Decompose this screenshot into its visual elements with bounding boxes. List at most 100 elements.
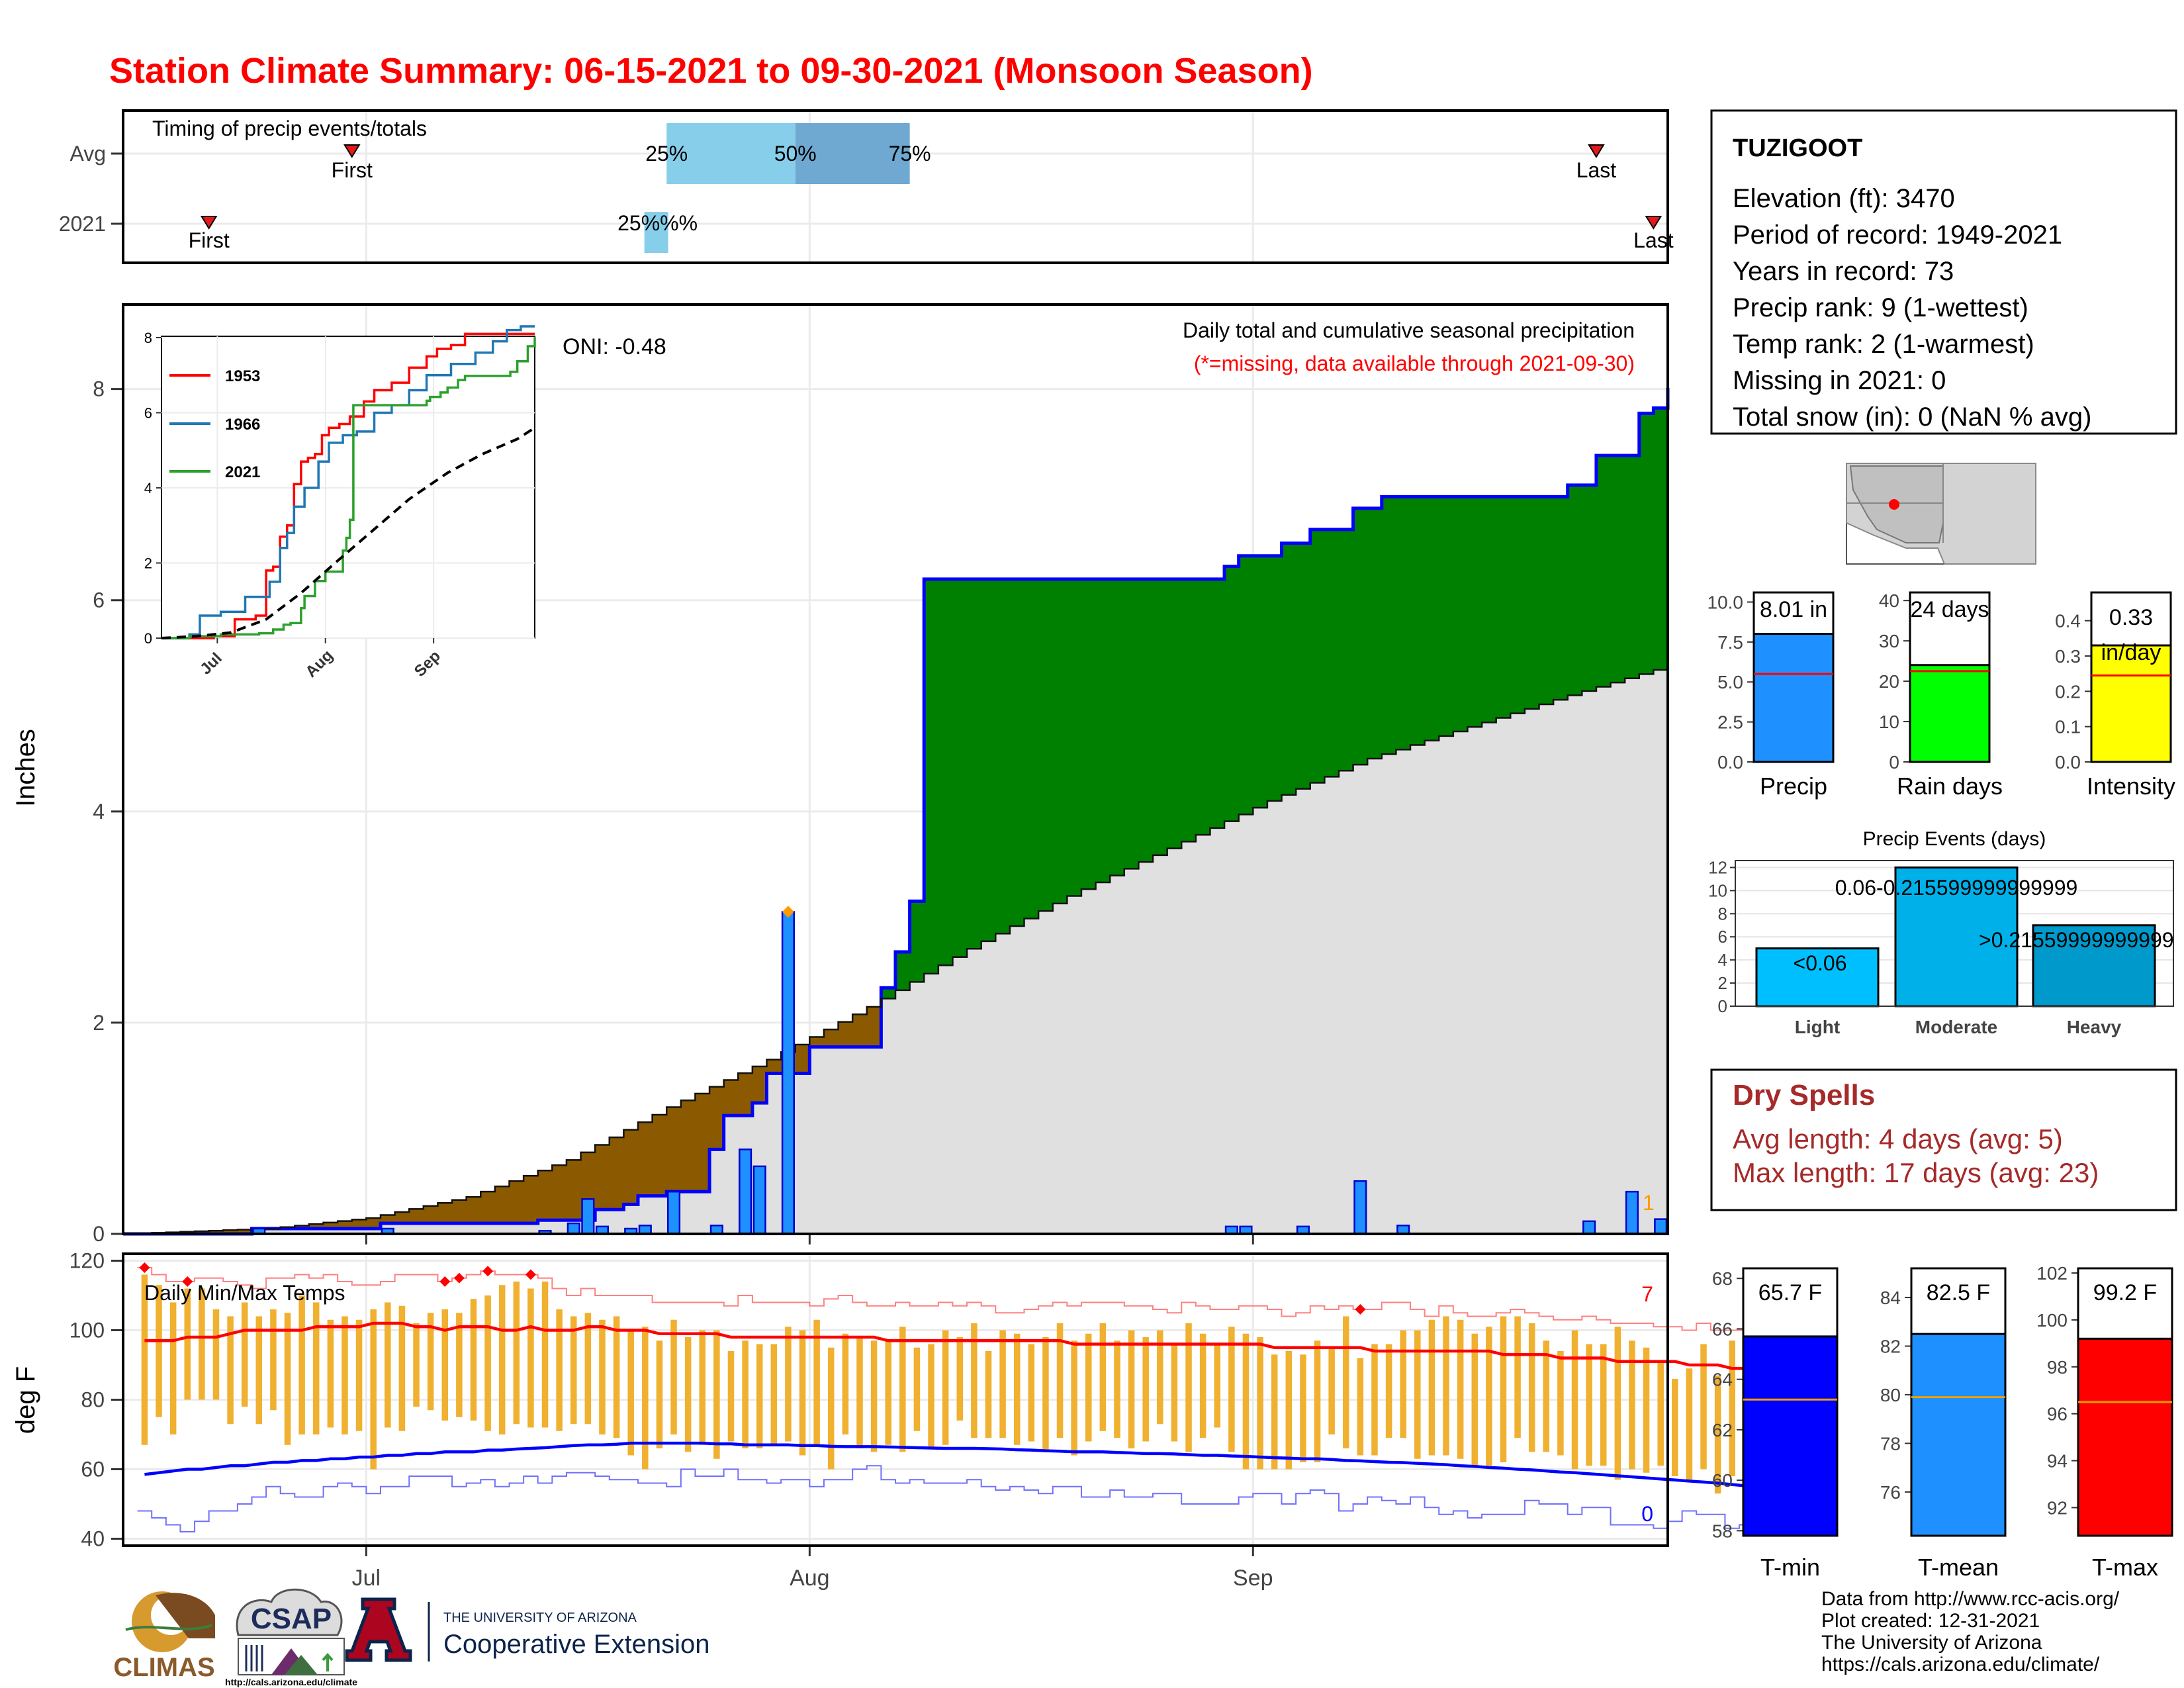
daily-temp-range-bar xyxy=(756,1344,763,1448)
precip-total-bar: 0.0 2.5 5.0 7.5 10.0 8.01 in Precip xyxy=(1707,591,1835,800)
daily-temp-range-bar xyxy=(727,1351,735,1442)
missing-count-label: 1 xyxy=(1643,1191,1655,1215)
credit-line: Data from http://www.rcc-acis.org/ xyxy=(1821,1588,2120,1610)
cooperative-extension-text: Cooperative Extension xyxy=(443,1630,709,1659)
daily-temp-range-bar xyxy=(1414,1330,1421,1459)
daily-temp-range-bar xyxy=(1228,1327,1235,1452)
daily-temp-range-bar xyxy=(813,1319,820,1445)
daily-temp-range-bar xyxy=(942,1330,949,1445)
csap-wordmark: CSAP xyxy=(251,1603,332,1635)
small-bar-y-tick-label: 92 xyxy=(2047,1497,2068,1518)
daily-temp-range-bar xyxy=(156,1285,162,1417)
daily-temp-range-bar xyxy=(370,1309,377,1470)
daily-temp-range-bar xyxy=(1300,1354,1306,1462)
cumulative-precip-2021-line xyxy=(123,388,1670,1236)
daily-temp-range-bar xyxy=(1114,1340,1120,1438)
daily-temp-range-bar xyxy=(742,1340,749,1448)
daily-temp-range-bar xyxy=(1128,1330,1135,1448)
daily-temp-range-bar xyxy=(212,1309,220,1400)
small-bar-y-tick-label: 76 xyxy=(1880,1482,1901,1503)
station-info-border xyxy=(1710,109,2177,435)
inset-legend-label: 1966 xyxy=(225,416,260,434)
inset-legend-label: 1953 xyxy=(225,367,260,385)
daily-temp-range-bar xyxy=(1242,1333,1250,1470)
ua-name-text: THE UNIVERSITY OF ARIZONA xyxy=(443,1611,637,1625)
average-cumulative-line xyxy=(123,665,1669,1235)
record-high-count: 7 xyxy=(1641,1282,1653,1306)
small-bar-y-tick-label: 78 xyxy=(1880,1433,1901,1454)
daily-temp-range-bar xyxy=(713,1330,720,1459)
precip-event-bar-label: <0.06 xyxy=(1794,951,1847,975)
daily-temp-range-bar xyxy=(1486,1327,1492,1466)
daily-temp-range-bar xyxy=(1271,1354,1278,1470)
daily-temp-range-bar xyxy=(184,1288,191,1400)
small-bar-y-tick-label: 60 xyxy=(1712,1470,1733,1491)
temp-y-tick-label: 80 xyxy=(81,1388,105,1412)
precip-y-tick-label: 2 xyxy=(93,1011,105,1035)
record-high-marker xyxy=(139,1262,150,1273)
station-location-dot xyxy=(1889,499,1899,510)
precip-annotation: Daily total and cumulative seasonal prec… xyxy=(1183,318,1635,342)
small-bar-y-tick-label: 5.0 xyxy=(1717,672,1743,692)
timing-2021-last-marker xyxy=(1645,216,1662,230)
daily-temp-range-bar xyxy=(470,1299,477,1421)
precip-events-title: Precip Events (days) xyxy=(1863,828,2046,850)
small-bar-y-tick-label: 102 xyxy=(2036,1263,2068,1284)
small-bar-value-label: in/day xyxy=(2101,640,2161,665)
small-bar-y-tick-label: 82 xyxy=(1880,1336,1901,1357)
inset-average-line xyxy=(161,426,536,639)
daily-temp-range-bar xyxy=(1686,1368,1693,1480)
events-y-tick-label: 4 xyxy=(1718,950,1727,970)
events-y-tick-label: 8 xyxy=(1718,904,1727,923)
daily-precip-bar xyxy=(1625,1190,1639,1235)
ua-cooperative-extension-logo: THE UNIVERSITY OF ARIZONA Cooperative Ext… xyxy=(345,1597,709,1662)
daily-temp-range-bar xyxy=(1729,1340,1736,1476)
daily-temp-range-bar xyxy=(1385,1344,1392,1438)
daily-temp-range-bar xyxy=(1314,1340,1321,1462)
missing-data-note: (*=missing, data available through 2021-… xyxy=(1194,352,1635,375)
daily-temp-range-bar xyxy=(1056,1323,1064,1438)
precip-event-category-label: Heavy xyxy=(2067,1017,2122,1037)
inset-series-1966 xyxy=(161,325,535,639)
small-bar-value xyxy=(1909,664,1991,763)
daily-temp-range-bar xyxy=(1557,1351,1564,1456)
small-bar-value xyxy=(1910,1333,2007,1537)
daily-temp-range-bar xyxy=(270,1309,277,1411)
record-high-marker xyxy=(525,1269,536,1280)
inset-y-tick-label: 0 xyxy=(144,630,152,647)
daily-temp-range-bar xyxy=(541,1282,549,1428)
timing-2021-quantile-box xyxy=(644,212,668,253)
small-bar-y-tick-label: 94 xyxy=(2047,1451,2068,1472)
timing-avg-first-marker xyxy=(343,144,361,158)
temp-panel-title: Daily Min/Max Temps xyxy=(144,1281,345,1305)
inset-series-2021 xyxy=(161,337,536,639)
small-bar-y-tick-label: 10 xyxy=(1879,712,1899,732)
precip-event-category-label: Light xyxy=(1795,1017,1840,1037)
daily-temp-range-bar xyxy=(1672,1379,1678,1476)
daily-temp-range-bar xyxy=(1443,1316,1449,1456)
small-bar-value xyxy=(2090,644,2172,763)
daily-temp-range-bar xyxy=(570,1316,577,1425)
events-y-tick-label: 6 xyxy=(1718,927,1727,947)
daily-temp-range-bar xyxy=(584,1313,592,1425)
daily-temp-range-bar xyxy=(199,1288,205,1400)
locator-map xyxy=(1846,463,2036,565)
footer-logos: CLIMAS CSAP http://cals.arizona.edu/climat… xyxy=(113,1588,709,1687)
small-bar-y-tick-label: 68 xyxy=(1712,1268,1733,1289)
temp-y-tick-label: 100 xyxy=(69,1319,105,1342)
daily-temp-range-bar xyxy=(527,1288,534,1428)
temp-y-tick-label: 60 xyxy=(81,1458,105,1481)
record-high-marker xyxy=(439,1276,451,1287)
daily-temp-range-bar xyxy=(1157,1330,1163,1425)
small-bar-y-tick-label: 96 xyxy=(2047,1404,2068,1425)
daily-precip-bar xyxy=(567,1222,580,1235)
daily-temp-range-bar xyxy=(1214,1344,1221,1428)
credit-line: The University of Arizona xyxy=(1821,1632,2042,1654)
small-bar-value xyxy=(1742,1335,1839,1537)
timing-row-label-avg: Avg xyxy=(69,142,106,165)
daily-temp-range-bar xyxy=(785,1327,792,1442)
timing-avg-q25-q50 xyxy=(666,123,796,184)
daily-temp-range-bar xyxy=(670,1319,677,1434)
precip-events-border xyxy=(1735,860,2174,1007)
